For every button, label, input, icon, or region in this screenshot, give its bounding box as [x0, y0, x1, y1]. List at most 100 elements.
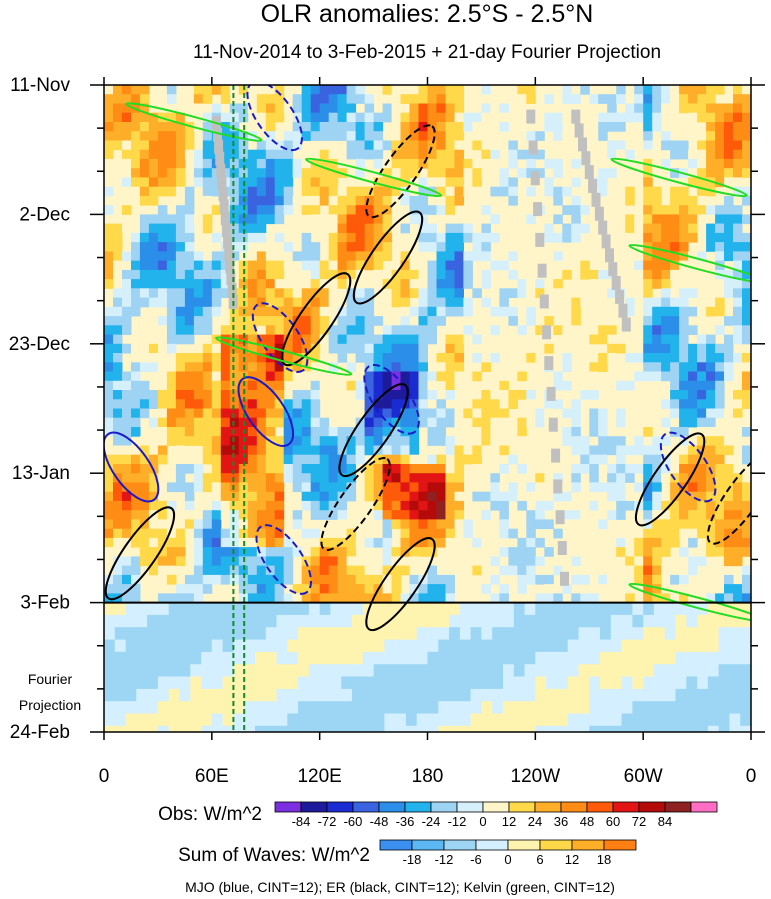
anomaly-cell [688, 362, 698, 372]
anomaly-cell [661, 343, 671, 354]
anomaly-cell [346, 334, 357, 345]
anomaly-cell [301, 288, 312, 298]
anomaly-cell [193, 436, 204, 446]
anomaly-cell [337, 242, 348, 252]
anomaly-cell [652, 94, 662, 104]
anomaly-cell [553, 232, 563, 243]
anomaly-cell [400, 269, 410, 280]
anomaly-cell [499, 103, 509, 114]
anomaly-cell [139, 103, 150, 114]
anomaly-cell [113, 491, 123, 502]
anomaly-cell [544, 593, 554, 604]
anomaly-cell [697, 195, 707, 206]
anomaly-cell [463, 519, 473, 530]
anomaly-cell [337, 565, 348, 576]
anomaly-cell [679, 500, 689, 511]
anomaly-cell [661, 232, 671, 243]
projection-cell [686, 639, 698, 653]
projection-cell [157, 676, 170, 690]
projection-cell [157, 651, 170, 665]
anomaly-cell [400, 408, 410, 419]
anomaly-cell [706, 122, 716, 132]
anomaly-cell [355, 205, 366, 215]
anomaly-cell [157, 427, 168, 437]
anomaly-cell [265, 131, 276, 141]
anomaly-cell [733, 205, 743, 215]
projection-cell [384, 688, 396, 702]
anomaly-cell [104, 436, 114, 446]
projection-cell [578, 688, 590, 702]
anomaly-cell [238, 103, 249, 114]
anomaly-cell [346, 537, 357, 548]
anomaly-cell [427, 473, 437, 483]
x-tick-label: 180 [412, 766, 444, 787]
anomaly-cell [382, 232, 393, 243]
projection-cell [157, 627, 170, 641]
anomaly-cell [724, 223, 734, 234]
anomaly-cell [265, 149, 276, 160]
anomaly-cell [346, 380, 357, 391]
anomaly-cell [508, 177, 518, 188]
anomaly-cell [427, 390, 437, 400]
anomaly-cell [148, 519, 159, 530]
anomaly-cell [652, 85, 662, 95]
anomaly-cell [247, 565, 258, 576]
anomaly-cell [283, 427, 294, 437]
anomaly-cell [418, 149, 428, 160]
projection-cell [740, 651, 751, 665]
anomaly-cell [652, 537, 662, 548]
anomaly-cell [310, 436, 321, 446]
anomaly-cell [526, 491, 536, 502]
anomaly-cell [472, 140, 482, 151]
anomaly-cell [643, 482, 653, 493]
anomaly-cell [400, 593, 410, 604]
projection-cell [362, 639, 375, 653]
anomaly-cell [274, 390, 285, 400]
anomaly-cell [517, 436, 527, 446]
anomaly-cell [382, 510, 393, 520]
anomaly-cell [625, 547, 635, 557]
projection-cell [535, 639, 547, 653]
anomaly-cell [562, 491, 572, 502]
anomaly-cell [661, 547, 671, 557]
projection-cell [395, 701, 407, 715]
anomaly-cell [328, 510, 339, 520]
projection-cell [729, 651, 741, 665]
anomaly-cell [265, 482, 276, 493]
anomaly-cell [373, 260, 384, 271]
anomaly-cell [571, 473, 581, 483]
projection-cell [643, 725, 655, 732]
anomaly-cell [391, 565, 402, 576]
anomaly-cell [310, 574, 321, 585]
anomaly-cell [104, 353, 114, 363]
anomaly-cell [157, 343, 168, 354]
anomaly-cell [607, 168, 617, 178]
anomaly-cell [211, 574, 222, 585]
anomaly-cell [499, 436, 509, 446]
projection-cell [147, 639, 159, 653]
anomaly-cell [490, 491, 500, 502]
anomaly-cell [481, 168, 491, 178]
anomaly-cell [409, 473, 419, 483]
projection-cell [114, 651, 127, 665]
anomaly-cell [580, 362, 590, 372]
anomaly-cell [697, 473, 707, 483]
anomaly-cell [463, 260, 473, 271]
projection-cell [395, 725, 407, 732]
anomaly-cell [328, 427, 339, 437]
anomaly-cell [355, 131, 366, 141]
anomaly-cell [427, 454, 437, 465]
anomaly-cell [301, 131, 312, 141]
missing-data-cell [215, 151, 225, 166]
projection-cell [459, 664, 472, 678]
anomaly-cell [688, 519, 698, 530]
anomaly-cell [580, 260, 590, 271]
anomaly-cell [319, 547, 330, 557]
projection-cell [535, 627, 547, 641]
anomaly-cell [418, 223, 428, 234]
anomaly-cell [382, 390, 393, 400]
anomaly-cell [544, 279, 554, 289]
anomaly-cell [733, 528, 743, 539]
anomaly-cell [427, 260, 437, 271]
anomaly-cell [409, 140, 419, 151]
